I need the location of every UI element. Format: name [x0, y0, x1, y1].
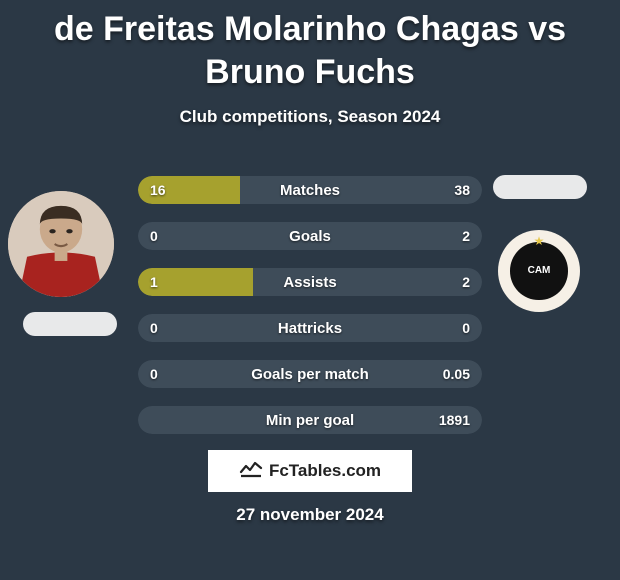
stat-row: 1638Matches [138, 176, 482, 204]
stat-row: 00Hattricks [138, 314, 482, 342]
brand-text: FcTables.com [269, 461, 381, 481]
player-left-country-pill [23, 312, 117, 336]
stat-label: Hattricks [138, 314, 482, 342]
player-left-avatar [8, 191, 114, 297]
stat-row: 00.05Goals per match [138, 360, 482, 388]
stat-row: 02Goals [138, 222, 482, 250]
stat-label: Goals [138, 222, 482, 250]
date-text: 27 november 2024 [0, 505, 620, 525]
subtitle: Club competitions, Season 2024 [0, 107, 620, 127]
avatar-placeholder-icon [8, 191, 114, 297]
brand-badge: FcTables.com [208, 450, 412, 492]
page-title: de Freitas Molarinho Chagas vs Bruno Fuc… [0, 0, 620, 93]
stat-label: Assists [138, 268, 482, 296]
player-right-club-logo: ★ CAM [498, 230, 580, 312]
stat-label: Goals per match [138, 360, 482, 388]
club-abbr: CAM [510, 242, 567, 299]
stat-bars: 1638Matches 02Goals 12Assists 00Hattricks 00… [138, 176, 482, 452]
stat-row: 1891Min per goal [138, 406, 482, 434]
player-right-country-pill [493, 175, 587, 199]
brand-icon [239, 458, 263, 484]
stat-row: 12Assists [138, 268, 482, 296]
stat-label: Min per goal [138, 406, 482, 434]
stat-label: Matches [138, 176, 482, 204]
star-icon: ★ [534, 234, 545, 248]
comparison-chart: ★ CAM 1638Matches 02Goals 12Assists 00Hattr… [0, 160, 620, 450]
